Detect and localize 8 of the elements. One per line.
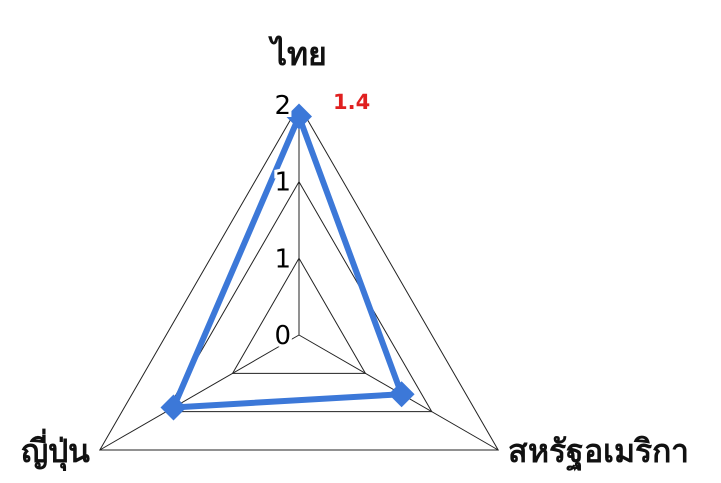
y-tick-label: 0 [274, 321, 291, 351]
y-tick-label: 1 [274, 244, 291, 274]
y-tick-label: 1 [274, 168, 291, 198]
text: 1.4 [333, 90, 370, 114]
spoke-label: ญี่ปุ่น [20, 428, 90, 472]
spoke-label: ไทย [268, 35, 327, 73]
spoke-label: สหรัฐอเมริกา [508, 432, 690, 472]
y-tick-label: 2 [274, 91, 291, 121]
